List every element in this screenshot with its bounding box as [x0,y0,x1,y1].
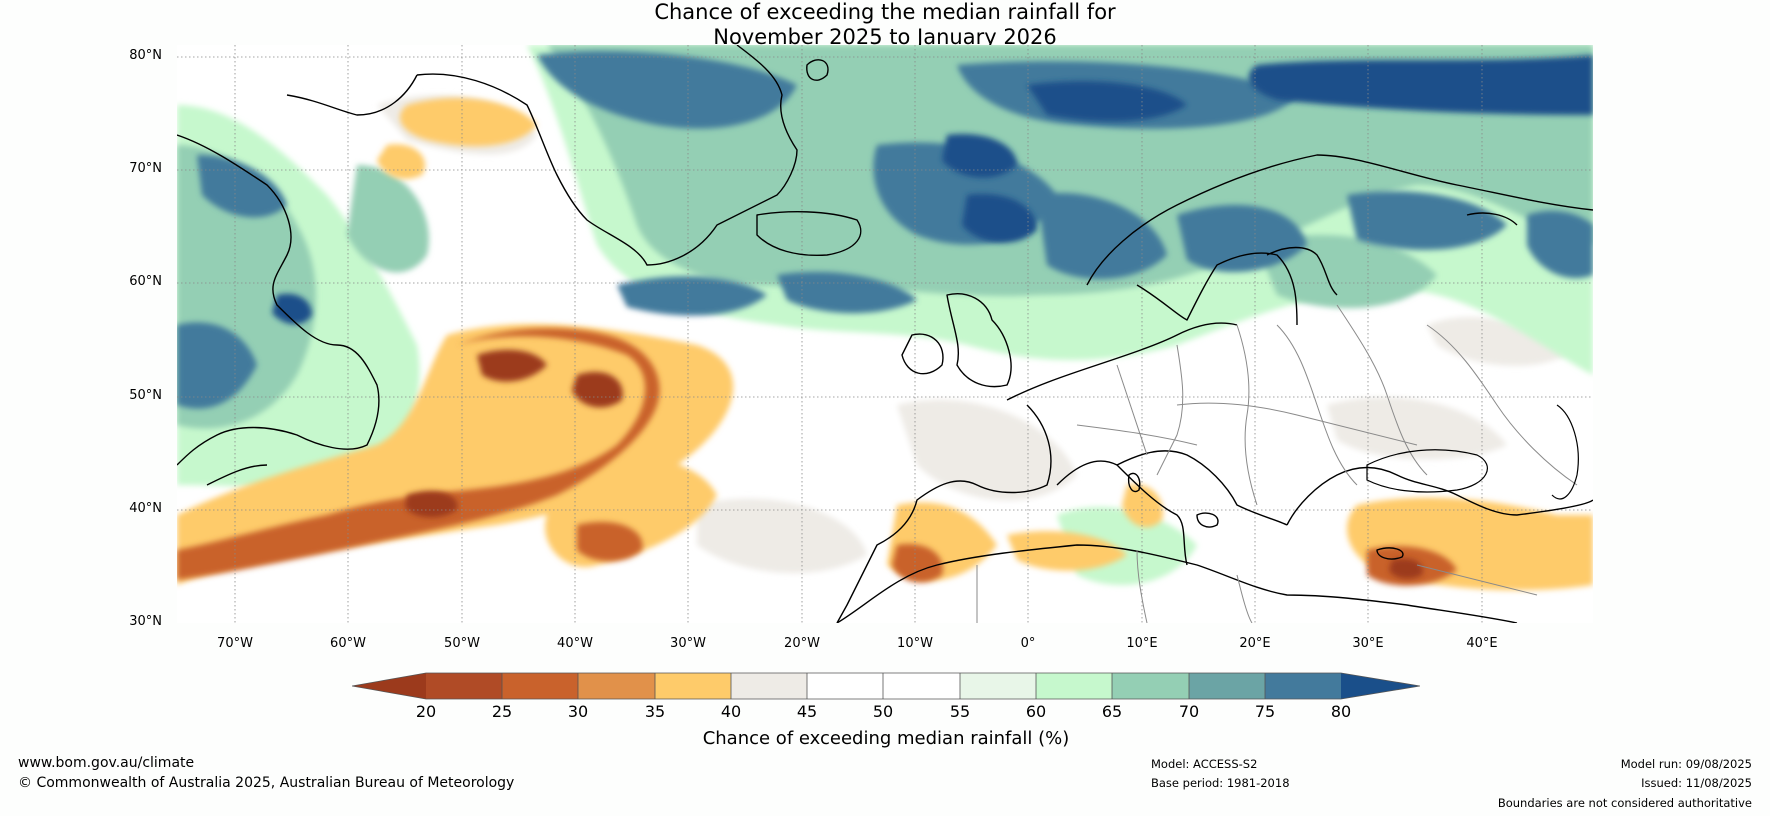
colorbar-tick-40: 40 [720,702,742,721]
colorbar-arrow-high [1341,673,1420,699]
colorbar-tick-60: 60 [1025,702,1047,721]
website-link[interactable]: www.bom.gov.au/climate [18,755,195,771]
disclaimer-text: Boundaries are not considered authoritat… [1497,796,1752,810]
map-title: Chance of exceeding the median rainfall … [0,0,1770,50]
colorbar-dividers [501,673,1266,699]
lat-label-70n: 70°N [129,161,162,176]
colorbar-tick-35: 35 [644,702,666,721]
uk-coast [946,293,1012,388]
lat-label-40n: 40°N [129,501,162,516]
lon-label-30e: 30°E [1352,636,1384,651]
lon-label-10w: 10°W [897,636,933,651]
colorbar-bin-40-45 [731,673,807,699]
colorbar-bin-65-70 [1112,673,1189,699]
colorbar-bin-25-30 [502,673,578,699]
colorbar-tick-30: 30 [567,702,589,721]
shading-lt-25 [405,349,1423,579]
colorbar-bin-50-55 [883,673,960,699]
colorbar-bin-35-40 [655,673,731,699]
lon-label-60w: 60°W [330,636,366,651]
colorbar-bin-45-50 [807,673,883,699]
europe-coast [836,322,1238,623]
caspian-sea [1551,404,1579,500]
colorbar-tick-70: 70 [1178,702,1200,721]
colorbar-bin-70-75 [1189,673,1265,699]
colorbar-arrow-low [352,673,426,699]
colorbar-label: Chance of exceeding median rainfall (%) [702,728,1070,749]
lon-label-10e: 10°E [1126,636,1158,651]
colorbar-tick-45: 45 [796,702,818,721]
graticule [177,45,1593,623]
iceland-coast [756,211,862,257]
colorbar-svg [351,672,1421,700]
lon-label-0: 0° [1020,636,1036,651]
seas-outline [1366,404,1579,500]
colorbar-bin-30-35 [578,673,655,699]
rainfall-map [177,45,1593,623]
colorbar-tick-50: 50 [872,702,894,721]
lon-label-30w: 30°W [670,636,706,651]
black-sea [1366,449,1488,493]
colorbar-tick-25: 25 [491,702,513,721]
country-borders [976,304,1578,623]
coastlines [177,45,1593,623]
lat-label-30n: 30°N [129,614,162,629]
lat-label-80n: 80°N [129,48,162,63]
shading-25-35 [177,328,1457,586]
lon-label-40e: 40°E [1466,636,1498,651]
issued-text: Issued: 11/08/2025 [1641,776,1752,790]
africa-coast [836,544,1518,623]
copyright-text: © Commonwealth of Australia 2025, Austra… [18,775,515,791]
colorbar-bin-75-80 [1265,673,1341,699]
colorbar-tick-80: 80 [1330,702,1352,721]
colorbar: 20 25 30 35 40 45 50 55 60 65 70 75 80 C… [351,670,1421,750]
greenland-coast [416,45,798,266]
title-line-1: Chance of exceeding the median rainfall … [654,0,1116,24]
lon-label-70w: 70°W [217,636,253,651]
ireland-coast [901,333,944,375]
scandinavia-coast [1086,154,1593,286]
colorbar-bin-55-60 [960,673,1036,699]
colorbar-bin-60-65 [1036,673,1112,699]
map-svg [177,45,1593,623]
colorbar-tick-20: 20 [415,702,437,721]
north-america-coast [177,134,380,466]
lon-label-40w: 40°W [557,636,593,651]
colorbar-bin-20-25 [426,673,502,699]
lon-label-50w: 50°W [444,636,480,651]
lon-label-20w: 20°W [784,636,820,651]
shading-65-75 [177,45,1593,429]
model-text: Model: ACCESS-S2 [1151,757,1258,771]
model-run-text: Model run: 09/08/2025 [1620,757,1752,771]
lat-label-50n: 50°N [129,388,162,403]
colorbar-tick-75: 75 [1254,702,1276,721]
base-period-text: Base period: 1981-2018 [1151,776,1290,790]
colorbar-tick-55: 55 [949,702,971,721]
shading-gt-80 [272,55,1593,325]
lat-label-60n: 60°N [129,274,162,289]
colorbar-tick-65: 65 [1101,702,1123,721]
lon-label-20e: 20°E [1239,636,1271,651]
